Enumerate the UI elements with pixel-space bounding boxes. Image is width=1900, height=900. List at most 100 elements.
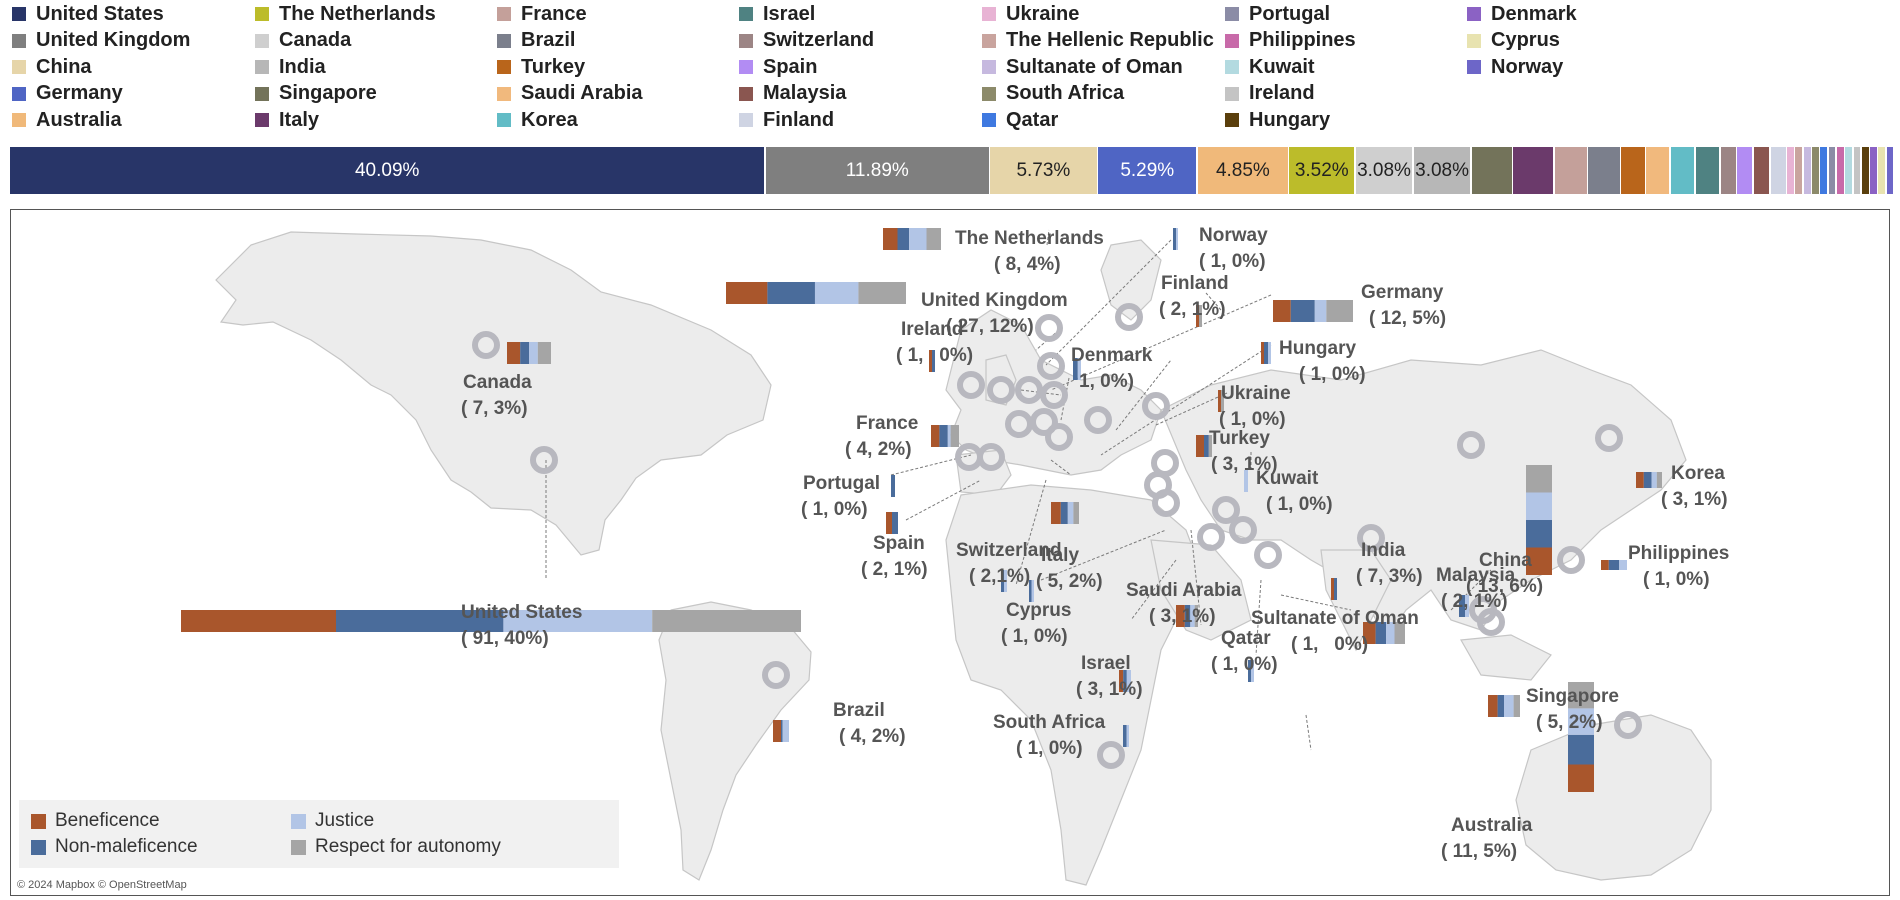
share-segment <box>1471 147 1512 194</box>
legend-label: Hungary <box>1249 108 1331 131</box>
stack-segment-non-maleficence <box>1184 605 1191 627</box>
share-segment <box>1670 147 1695 194</box>
country-stat-india: ( 7, 3%) <box>1356 566 1423 587</box>
legend-swatch <box>12 86 26 101</box>
country-label-australia: Australia <box>1451 815 1533 836</box>
stack-bar-hungary <box>1261 342 1271 364</box>
legend-swatch <box>255 7 269 21</box>
country-stat-korea: ( 3, 1%) <box>1661 489 1728 510</box>
legend-swatch <box>1225 60 1239 74</box>
stack-bar-singapore <box>1488 695 1520 717</box>
stack-bar-united-states <box>181 610 801 632</box>
stack-segment-non-maleficence <box>1001 570 1004 592</box>
stack-bar-kuwait <box>1244 470 1248 492</box>
legend-item-india: India <box>255 55 326 79</box>
country-stat-sultanate-of-oman: ( 1, 0%) <box>1291 634 1369 655</box>
stack-bar-italy <box>1051 502 1079 524</box>
principle-swatch <box>31 813 46 829</box>
principle-swatch <box>291 839 306 855</box>
share-segment: 3.08% <box>1355 147 1413 194</box>
share-segment <box>1853 147 1861 194</box>
legend-label: The Netherlands <box>279 2 436 25</box>
legend-label: Singapore <box>279 82 377 104</box>
legend-swatch <box>982 113 996 127</box>
world-map <box>181 228 1712 886</box>
legend-swatch <box>497 86 511 101</box>
stack-bar-germany <box>1273 300 1353 322</box>
legend-item-the-netherlands: The Netherlands <box>255 2 436 26</box>
country-label-spain: Spain <box>873 533 925 554</box>
country-stat-saudi-arabia: ( 3, 1%) <box>1149 606 1216 627</box>
legend-label: Denmark <box>1491 2 1577 25</box>
stack-bar-india <box>1363 622 1405 644</box>
stack-segment-justice <box>1126 670 1131 692</box>
country-stat-portugal: ( 1, 0%) <box>801 499 868 520</box>
stack-segment-non-maleficence <box>1608 560 1620 570</box>
country-label-brazil: Brazil <box>833 700 885 721</box>
country-label-israel: Israel <box>1081 653 1131 674</box>
legend-item-united-states: United States <box>12 2 164 26</box>
stack-segment-non-maleficence <box>336 610 504 632</box>
share-segment <box>1720 147 1736 194</box>
principle-swatch <box>31 839 46 855</box>
country-label-korea: Korea <box>1671 463 1725 484</box>
legend-label: Saudi Arabia <box>521 82 643 104</box>
country-stat-singapore: ( 5, 2%) <box>1536 712 1603 733</box>
legend-item-united-kingdom: United Kingdom <box>12 29 190 53</box>
stack-segment-respect-for-autonomy <box>858 282 906 304</box>
stack-segment-non-maleficence <box>520 342 529 364</box>
stack-segment-beneficence <box>507 342 521 364</box>
country-stat-spain: ( 2, 1%) <box>861 559 928 580</box>
principle-label: Beneficence <box>55 810 160 831</box>
country-stat-australia: ( 11, 5%) <box>1441 841 1518 862</box>
stack-segment-respect-for-autonomy <box>652 610 801 632</box>
legend-swatch <box>12 7 26 21</box>
stack-bar-south-africa <box>1123 725 1129 747</box>
country-label-kuwait: Kuwait <box>1256 468 1319 489</box>
legend-swatch <box>1467 7 1481 21</box>
legend-swatch <box>739 33 753 48</box>
stack-segment-justice <box>1651 472 1657 488</box>
legend-item-denmark: Denmark <box>1467 2 1577 26</box>
australia-land <box>1515 714 1712 881</box>
stack-segment-justice <box>1504 695 1514 717</box>
country-label-italy: Italy <box>1041 545 1080 566</box>
country-stat-germany: ( 12, 5%) <box>1369 308 1447 329</box>
stack-segment-justice <box>529 342 538 364</box>
legend-item-qatar: Qatar <box>982 108 1058 132</box>
share-segment: 3.52% <box>1289 147 1355 194</box>
legend-item-sultanate-of-oman: Sultanate of Oman <box>982 55 1183 79</box>
stack-segment-beneficence <box>883 228 898 250</box>
principle-stacked-bars <box>181 228 1662 792</box>
stack-segment-justice <box>1386 622 1395 644</box>
legend-label: South Africa <box>1006 82 1125 104</box>
stack-segment-non-maleficence <box>1123 725 1127 747</box>
legend-swatch <box>739 60 753 74</box>
stack-segment-justice <box>1126 725 1129 747</box>
legend-label: Portugal <box>1249 2 1331 25</box>
country-label-turkey: Turkey <box>1209 428 1270 449</box>
country-label-united-states: United States <box>461 602 583 623</box>
country-stat-philippines: ( 1, 0%) <box>1643 569 1710 590</box>
stack-segment-respect-for-autonomy <box>1208 435 1212 457</box>
africa-land <box>945 484 1202 886</box>
principle-swatch <box>291 813 306 829</box>
legend-label: Malaysia <box>763 82 847 104</box>
stack-segment-beneficence <box>1218 390 1221 412</box>
country-stat-kuwait: ( 1, 0%) <box>1266 494 1333 515</box>
legend-item-spain: Spain <box>739 55 817 79</box>
legend-swatch <box>12 113 26 127</box>
country-stat-china: ( 13, 6%) <box>1466 576 1544 597</box>
legend-item-south-africa: South Africa <box>982 82 1124 106</box>
country-stat-finland: ( 2, 1%) <box>1159 299 1226 320</box>
country-stat-norway: ( 1, 0%) <box>1199 251 1266 272</box>
legend-swatch <box>497 113 511 127</box>
share-segment <box>1861 147 1869 194</box>
legend-item-cyprus: Cyprus <box>1467 29 1560 53</box>
land-masses <box>215 231 1712 886</box>
country-stat-hungary: ( 1, 0%) <box>1299 364 1366 385</box>
country-label-sultanate-of-oman: Sultanate of Oman <box>1251 608 1419 629</box>
stack-segment-beneficence <box>1526 547 1552 575</box>
stack-segment-non-maleficence <box>1060 502 1068 524</box>
share-segment: 4.85% <box>1197 147 1288 194</box>
